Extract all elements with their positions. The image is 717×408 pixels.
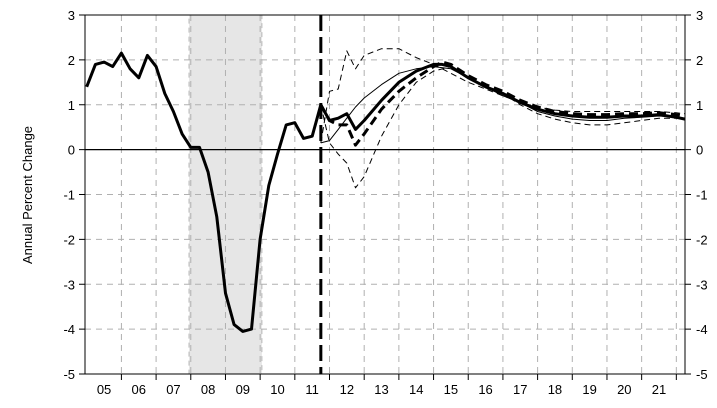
x-tick-label: 11: [305, 382, 319, 397]
series-line-thin-dashed-lower: [320, 66, 686, 189]
x-tick-label: 13: [374, 382, 388, 397]
series-line-thin-dashed-upper: [320, 48, 686, 143]
left-y-tick-label: -1: [63, 188, 75, 203]
series-layer: [85, 48, 686, 333]
right-y-tick-label: -3: [696, 277, 708, 292]
left-y-tick-label: -4: [63, 322, 75, 337]
right-y-tick-label: -4: [696, 322, 708, 337]
series-line-thick-dashed: [319, 60, 686, 147]
x-tick-label: 17: [513, 382, 527, 397]
x-tick-label: 20: [617, 382, 631, 397]
axes-layer: [79, 14, 691, 380]
left-y-tick-label: -3: [63, 277, 75, 292]
x-tick-label: 16: [478, 382, 492, 397]
right-y-tick-label: 1: [696, 98, 703, 113]
x-tick-label: 07: [166, 382, 180, 397]
y-axis-title: Annual Percent Change: [20, 126, 35, 264]
left-y-tick-label: 3: [68, 8, 75, 23]
series-line-thick-solid: [85, 51, 686, 333]
x-tick-label: 21: [652, 382, 666, 397]
left-y-tick-label: 1: [68, 98, 75, 113]
left-y-tick-label: 0: [68, 143, 75, 158]
x-tick-label: 06: [132, 382, 146, 397]
x-tick-label: 10: [270, 382, 284, 397]
left-y-tick-label: 2: [68, 53, 75, 68]
x-tick-label: 08: [201, 382, 215, 397]
right-y-tick-label: -1: [696, 188, 708, 203]
left-y-tick-label: -5: [63, 367, 75, 382]
right-y-tick-label: 2: [696, 53, 703, 68]
left-y-tick-label: -2: [63, 232, 75, 247]
right-y-tick-label: 3: [696, 8, 703, 23]
right-y-tick-label: -5: [696, 367, 708, 382]
x-tick-label: 05: [97, 382, 111, 397]
x-tick-label: 12: [340, 382, 354, 397]
x-tick-label: 14: [409, 382, 423, 397]
gridlines-layer: [85, 15, 685, 374]
x-tick-label: 19: [582, 382, 596, 397]
x-tick-label: 09: [236, 382, 250, 397]
right-y-tick-label: 0: [696, 143, 703, 158]
right-y-tick-label: -2: [696, 232, 708, 247]
x-tick-label: 18: [548, 382, 562, 397]
x-tick-label: 15: [444, 382, 458, 397]
